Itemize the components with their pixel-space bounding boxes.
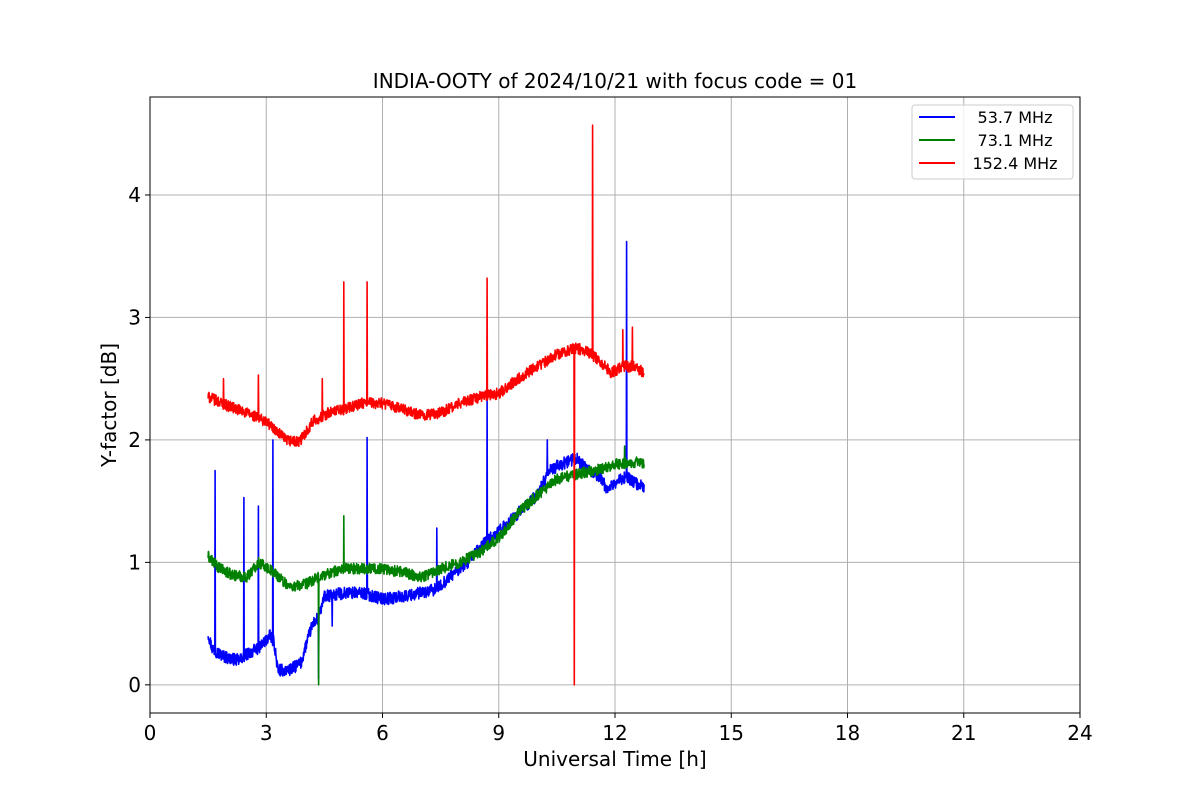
y-tick-label: 1 xyxy=(128,550,141,574)
y-tick-label: 3 xyxy=(128,305,141,329)
grid xyxy=(149,97,1081,713)
legend-label: 152.4 MHz xyxy=(972,154,1057,173)
y-tick-label: 2 xyxy=(128,428,141,452)
legend-box xyxy=(911,104,1074,180)
x-tick-label: 6 xyxy=(376,721,389,745)
x-tick-label: 15 xyxy=(719,721,744,745)
legend-label: 53.7 MHz xyxy=(978,108,1053,127)
series-lines xyxy=(207,124,645,686)
x-tick-label: 12 xyxy=(602,721,627,745)
x-tick-label: 3 xyxy=(260,721,273,745)
x-tick-label: 18 xyxy=(835,721,860,745)
y-tick-label: 0 xyxy=(128,673,141,697)
series-line xyxy=(207,445,645,686)
plot-frame xyxy=(149,96,1081,714)
legend-label: 73.1 MHz xyxy=(978,131,1053,150)
y-tick-label: 4 xyxy=(128,183,141,207)
x-axis-ticks: 0 3 6 9 12 15 18 21 24 xyxy=(144,713,1093,745)
series-line xyxy=(207,240,645,680)
x-axis-label: Universal Time [h] xyxy=(523,747,706,771)
x-tick-label: 0 xyxy=(144,721,157,745)
x-tick-label: 24 xyxy=(1067,721,1092,745)
chart-title: INDIA-OOTY of 2024/10/21 with focus code… xyxy=(373,69,857,93)
x-tick-label: 21 xyxy=(951,721,976,745)
x-tick-label: 9 xyxy=(492,721,505,745)
y-axis-label: Y-factor [dB] xyxy=(97,343,121,468)
legend: 53.7 MHz 73.1 MHz 152.4 MHz xyxy=(911,104,1074,180)
series-line xyxy=(207,124,645,686)
y-axis-ticks: 0 1 2 3 4 xyxy=(128,183,150,697)
